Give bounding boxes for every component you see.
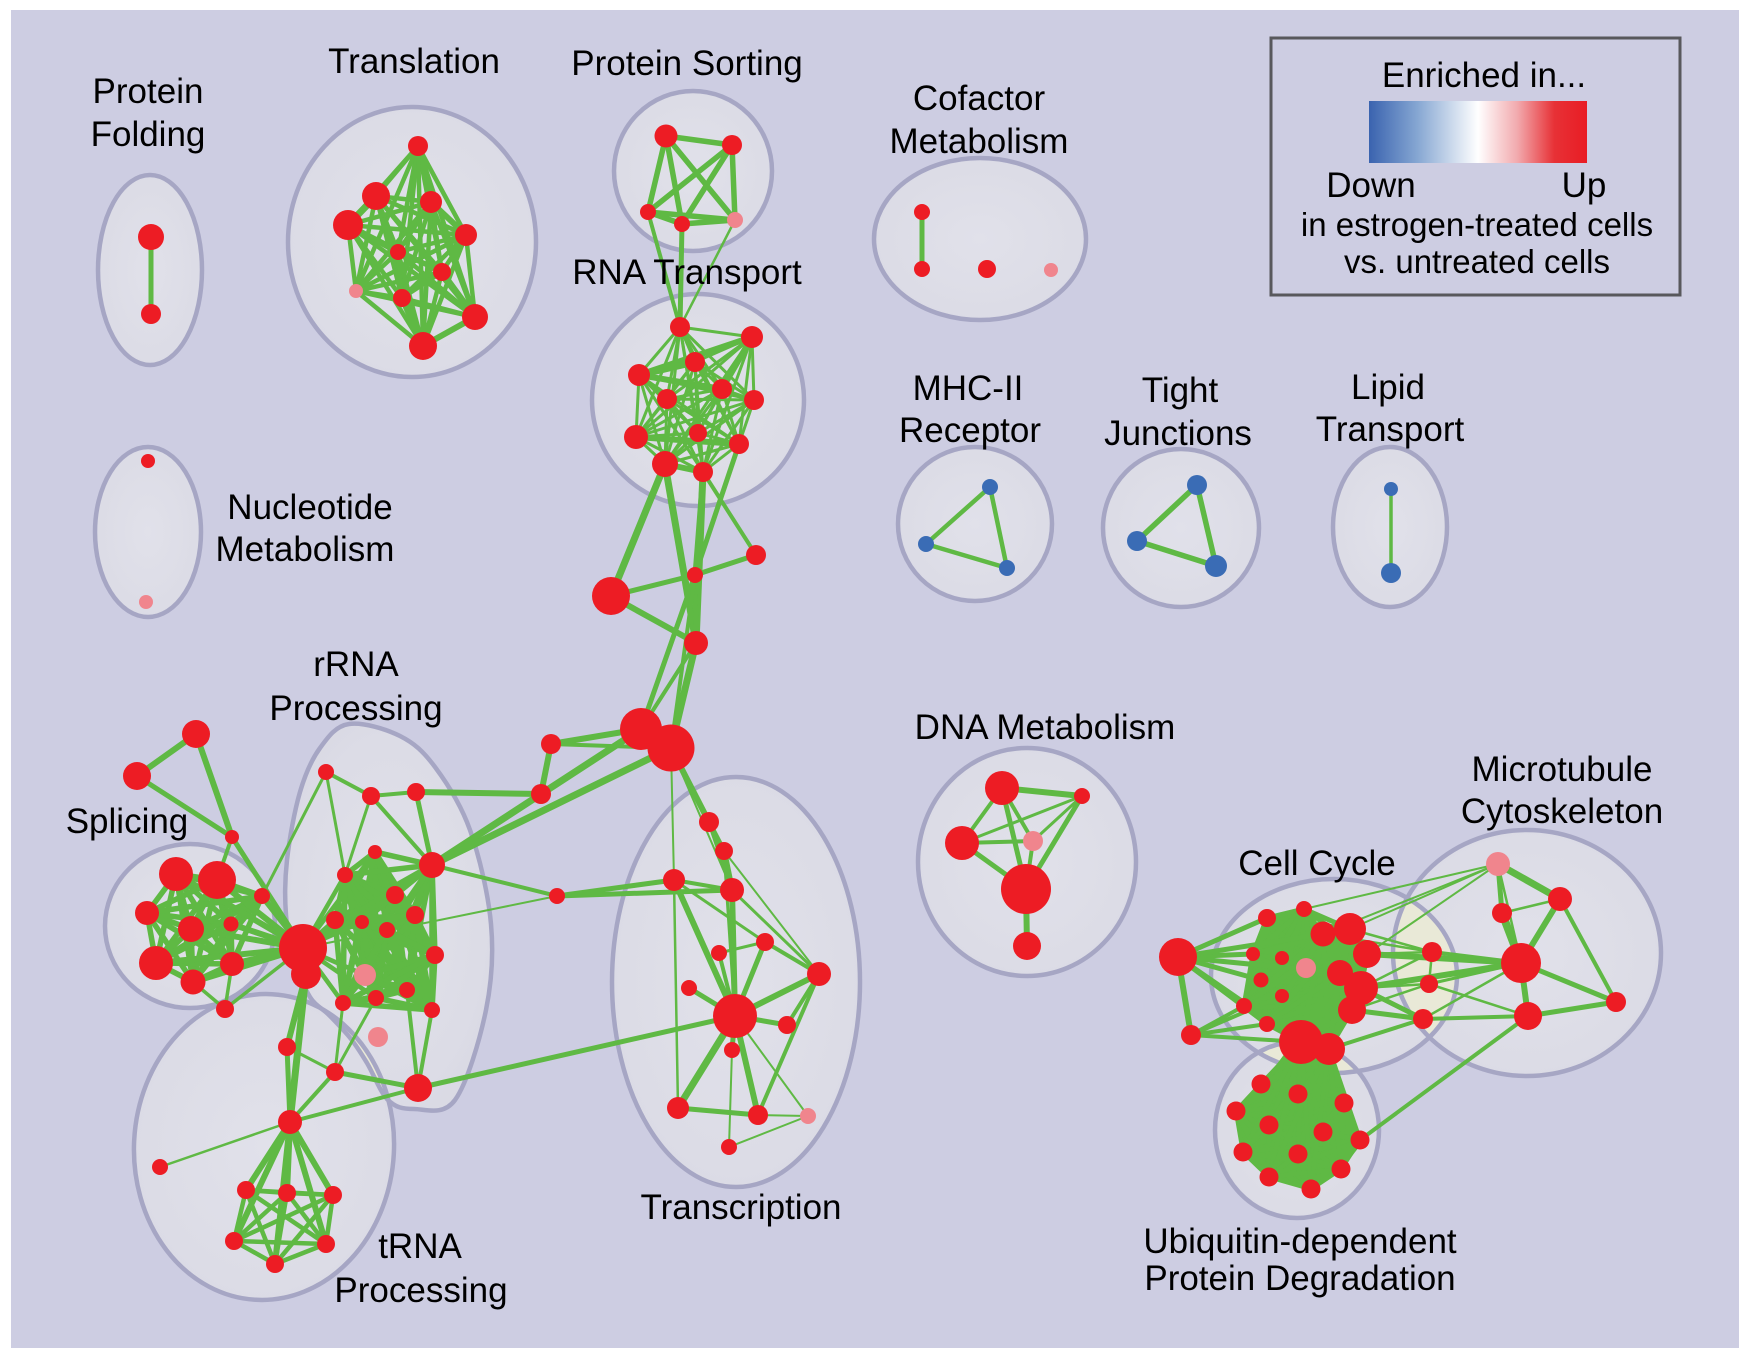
svg-text:Nucleotide: Nucleotide xyxy=(227,488,392,527)
svg-text:in estrogen-treated cells: in estrogen-treated cells xyxy=(1301,206,1653,243)
svg-text:Folding: Folding xyxy=(91,115,206,154)
svg-text:MHC-II: MHC-II xyxy=(913,369,1024,408)
svg-text:Processing: Processing xyxy=(269,689,442,728)
svg-text:Cofactor: Cofactor xyxy=(913,79,1046,118)
svg-text:Metabolism: Metabolism xyxy=(216,530,395,569)
svg-text:Cell Cycle: Cell Cycle xyxy=(1238,844,1396,883)
svg-text:vs. untreated cells: vs. untreated cells xyxy=(1344,243,1610,280)
svg-text:Transport: Transport xyxy=(1316,410,1465,449)
svg-text:Lipid: Lipid xyxy=(1351,368,1425,407)
svg-text:Translation: Translation xyxy=(328,42,500,81)
svg-text:Down: Down xyxy=(1326,166,1415,205)
svg-text:Receptor: Receptor xyxy=(899,411,1041,450)
svg-text:Splicing: Splicing xyxy=(66,802,189,841)
svg-text:RNA Transport: RNA Transport xyxy=(572,253,802,292)
svg-text:Ubiquitin-dependent: Ubiquitin-dependent xyxy=(1143,1222,1457,1261)
svg-text:Transcription: Transcription xyxy=(641,1188,842,1227)
svg-text:rRNA: rRNA xyxy=(313,645,399,684)
svg-text:Processing: Processing xyxy=(334,1271,507,1310)
svg-text:tRNA: tRNA xyxy=(378,1227,462,1266)
svg-text:Protein Sorting: Protein Sorting xyxy=(571,44,803,83)
svg-text:DNA Metabolism: DNA Metabolism xyxy=(915,708,1176,747)
svg-text:Protein Degradation: Protein Degradation xyxy=(1144,1259,1455,1298)
svg-text:Up: Up xyxy=(1562,166,1607,205)
svg-text:Enriched in...: Enriched in... xyxy=(1382,56,1586,95)
svg-text:Tight: Tight xyxy=(1142,371,1219,410)
svg-text:Protein: Protein xyxy=(93,72,204,111)
svg-text:Metabolism: Metabolism xyxy=(890,122,1069,161)
svg-text:Cytoskeleton: Cytoskeleton xyxy=(1461,792,1663,831)
svg-text:Microtubule: Microtubule xyxy=(1472,750,1653,789)
svg-text:Junctions: Junctions xyxy=(1104,414,1252,453)
